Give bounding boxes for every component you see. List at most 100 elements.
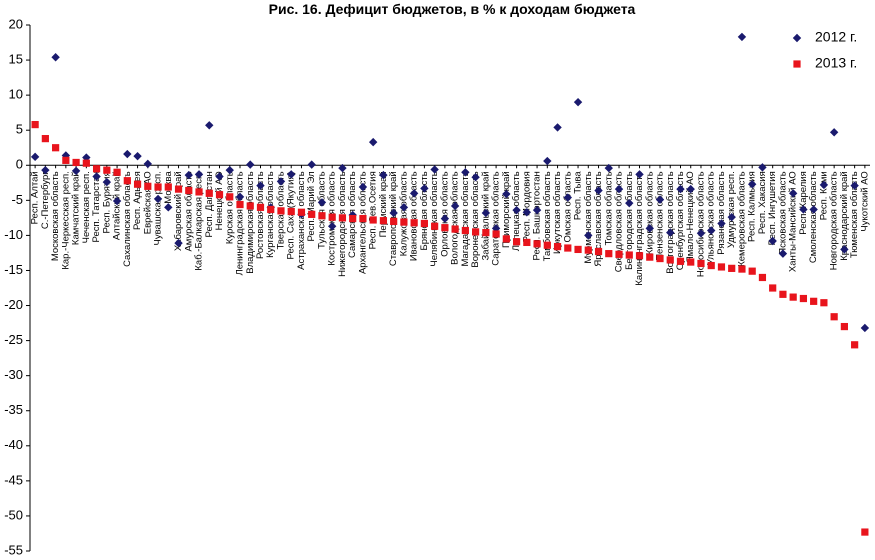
x-tick-label: Амурская область: [183, 171, 194, 251]
x-tick-label: Волгоградская область: [665, 171, 676, 273]
point: [112, 196, 122, 206]
point: [185, 186, 193, 195]
point: [809, 205, 818, 214]
x-tick-label: Саратовская область: [491, 171, 502, 265]
x-tick-label: Респ. Адыгея: [132, 171, 143, 230]
x-tick-label: Тюменская область: [849, 171, 860, 258]
point: [349, 214, 357, 223]
x-tick-label: Респ. Коми: [818, 171, 829, 220]
point: [819, 180, 829, 190]
x-tick-label: Сахалинская область: [122, 171, 133, 267]
point: [307, 160, 316, 169]
point: [646, 253, 654, 261]
point: [605, 250, 613, 258]
x-tick-label: Ленинградская область: [235, 171, 246, 275]
x-tick-label: Оренбургская область: [675, 171, 686, 270]
x-tick-label: Респ. Бурятия: [101, 171, 112, 233]
point: [563, 193, 573, 202]
x-tick-label: Респ. Дагестан: [204, 171, 215, 237]
legend-marker: [793, 60, 801, 68]
point: [441, 224, 449, 232]
point: [635, 252, 644, 260]
x-tick-label: Ивановская область: [409, 171, 420, 261]
point: [502, 235, 510, 243]
point: [522, 208, 532, 217]
point: [687, 258, 695, 266]
x-tick-label: Омская область: [562, 171, 573, 242]
point: [369, 216, 377, 224]
point: [327, 222, 337, 231]
x-tick-label: Мурманская область: [583, 171, 594, 263]
point: [573, 97, 583, 107]
point: [737, 32, 747, 42]
point: [277, 207, 285, 215]
point: [82, 153, 91, 162]
x-tick-label: Ханты-Мансийский АО: [788, 171, 799, 272]
point: [779, 290, 787, 298]
x-tick-label: Хабаровский край: [173, 171, 184, 251]
x-tick-label: Респ. Ингушетия: [767, 171, 778, 245]
x-tick-label: Томская область: [603, 171, 614, 245]
point: [635, 170, 644, 179]
point: [840, 322, 848, 331]
x-tick-label: Курганская область: [265, 171, 276, 258]
x-tick-label: Респ. Алтай: [30, 171, 41, 224]
point: [143, 159, 153, 169]
point: [768, 236, 777, 246]
legend-label: 2013 г.: [815, 55, 857, 71]
x-tick-label: Брянская область: [419, 171, 430, 250]
point: [850, 181, 859, 190]
x-tick-label: Кемеровская область: [736, 171, 747, 267]
point: [52, 144, 60, 152]
point: [215, 191, 224, 199]
x-tick-label: Респ. Марий Эл: [306, 171, 317, 241]
point: [748, 267, 756, 275]
point: [61, 151, 71, 160]
point: [256, 181, 265, 190]
x-tick-label: Пензенская область: [655, 171, 666, 261]
x-tick-label: Респ. Тыва: [573, 171, 584, 221]
point: [358, 182, 368, 192]
point: [123, 149, 132, 159]
x-tick-label: Орловская область: [439, 171, 450, 257]
x-tick-label: Калужская область: [398, 171, 409, 256]
y-tick-label: -30: [4, 367, 23, 382]
point: [123, 177, 131, 185]
x-tick-label: Ростовская область: [255, 171, 266, 259]
x-tick-label: Воронежская область: [470, 171, 481, 267]
point: [267, 205, 275, 214]
point: [226, 193, 234, 201]
y-tick-label: 10: [9, 87, 23, 102]
point: [225, 165, 234, 175]
point: [696, 229, 706, 238]
point: [450, 201, 460, 211]
point: [72, 158, 80, 167]
point: [297, 208, 306, 216]
point: [399, 203, 409, 212]
point: [62, 156, 70, 164]
x-tick-label: Иркутская область: [552, 171, 563, 254]
x-tick-label: Респ. Карелия: [798, 171, 809, 234]
point: [574, 245, 582, 254]
y-tick-label: -45: [4, 472, 23, 487]
x-tick-label: Респ. Саха (Якутия): [286, 171, 297, 259]
y-tick-label: -35: [4, 402, 23, 417]
point: [205, 121, 214, 130]
point: [564, 244, 572, 252]
x-tick-label: Алтайский край: [112, 171, 123, 240]
point: [113, 168, 121, 176]
x-tick-label: Магаданская область: [460, 171, 471, 266]
x-tick-label: Рязанская область: [716, 171, 727, 254]
point: [543, 241, 551, 249]
x-tick-label: Челябинская область: [429, 171, 440, 266]
x-tick-label: Архангельская область: [357, 171, 368, 274]
x-tick-label: Ненецкий АО: [214, 171, 225, 230]
point: [697, 259, 705, 268]
x-tick-label: Респ. Сев.Осетия: [368, 171, 379, 249]
point: [317, 198, 327, 207]
y-tick-label: -50: [4, 507, 23, 522]
point: [420, 219, 428, 228]
point: [861, 528, 869, 536]
point: [676, 184, 685, 194]
